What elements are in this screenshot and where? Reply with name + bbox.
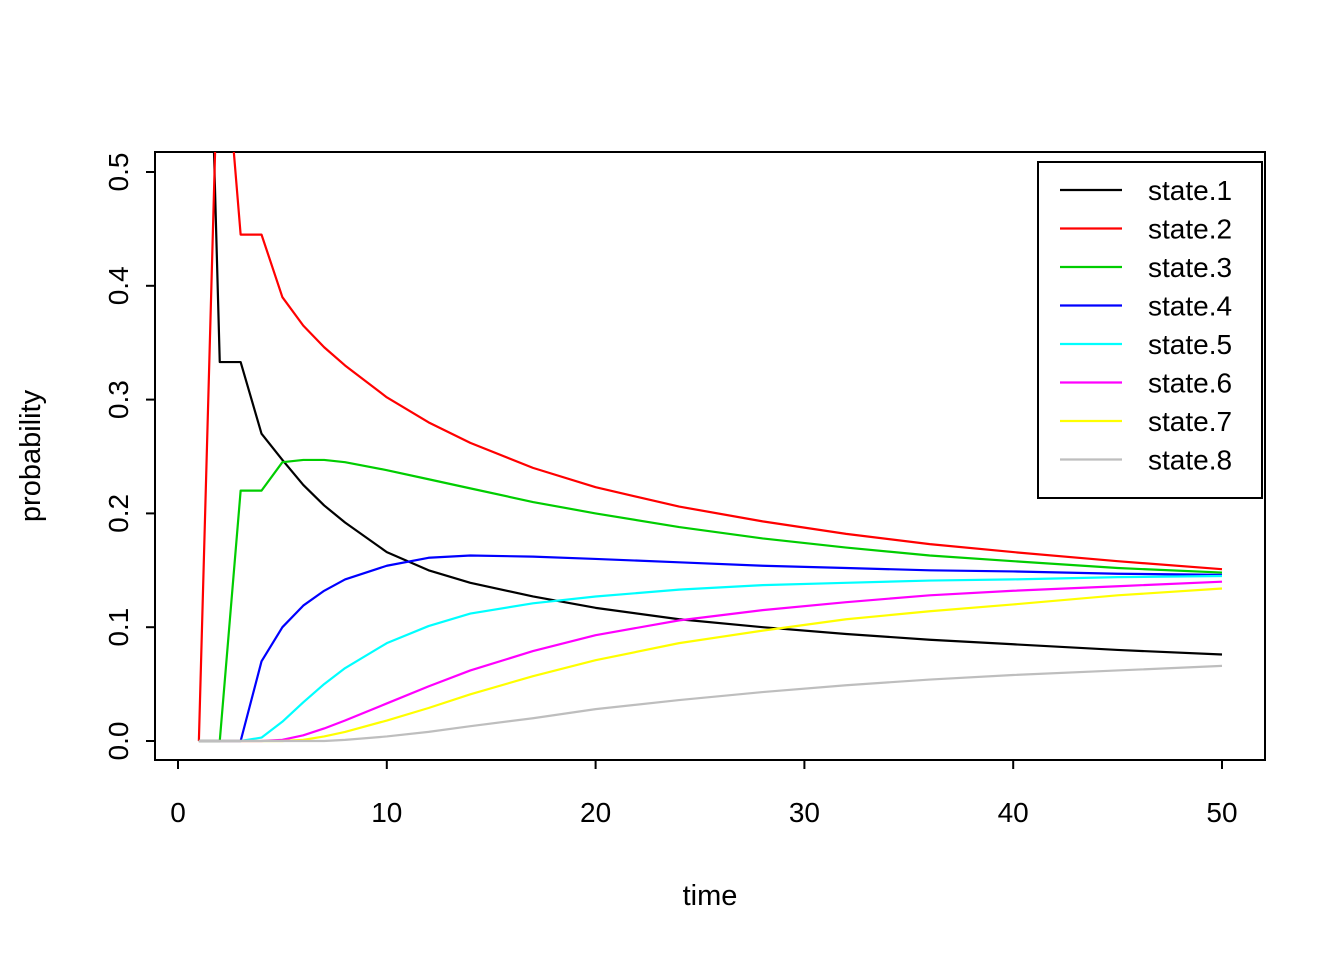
series-line-state.1	[212, 152, 1223, 656]
y-tick-label: 0.2	[103, 494, 134, 533]
series-line-state.5	[198, 574, 1223, 743]
legend-item-state.6: state.6	[1060, 368, 1232, 399]
legend-item-state.4: state.4	[1060, 291, 1232, 322]
series-line-state.2	[197, 152, 1223, 742]
series-line-state.4	[198, 554, 1223, 743]
legend-label: state.3	[1148, 252, 1232, 283]
series-line-state.8	[198, 664, 1223, 743]
series-lines	[197, 152, 1223, 743]
legend-label: state.5	[1148, 329, 1232, 360]
legend-label: state.2	[1148, 214, 1232, 245]
legend-label: state.4	[1148, 291, 1232, 322]
legend-item-state.3: state.3	[1060, 252, 1232, 283]
x-tick-label: 0	[170, 797, 186, 828]
legend-item-state.1: state.1	[1060, 175, 1232, 206]
y-axis-title: probability	[15, 389, 47, 522]
x-tick-label: 40	[998, 797, 1029, 828]
legend-item-state.5: state.5	[1060, 329, 1232, 360]
series-line-state.6	[198, 580, 1223, 743]
x-tick-label: 30	[789, 797, 820, 828]
series-line-state.3	[198, 458, 1223, 743]
legend-item-state.7: state.7	[1060, 406, 1232, 437]
y-tick-label: 0.0	[103, 722, 134, 761]
legend: state.1 state.2 state.3 state.4 state.5 state…	[1037, 161, 1263, 499]
legend-box	[1037, 161, 1263, 499]
y-tick-label: 0.4	[103, 266, 134, 305]
y-tick-label: 0.1	[103, 608, 134, 647]
legend-item-state.2: state.2	[1060, 214, 1232, 245]
x-axis: 0 10 20 30 40 50	[170, 760, 1238, 828]
y-tick-label: 0.5	[103, 153, 134, 192]
x-axis-title: time	[683, 880, 738, 912]
x-tick-label: 50	[1206, 797, 1237, 828]
y-axis: 0.0 0.1 0.2 0.3 0.4 0.5	[103, 153, 155, 761]
plot-border	[154, 151, 1266, 761]
y-tick-label: 0.3	[103, 380, 134, 419]
legend-label: state.8	[1148, 445, 1232, 476]
legend-item-state.8: state.8	[1060, 445, 1232, 476]
x-tick-label: 20	[580, 797, 611, 828]
legend-label: state.1	[1148, 175, 1232, 206]
x-tick-label: 10	[371, 797, 402, 828]
legend-label: state.7	[1148, 406, 1232, 437]
legend-label: state.6	[1148, 368, 1232, 399]
